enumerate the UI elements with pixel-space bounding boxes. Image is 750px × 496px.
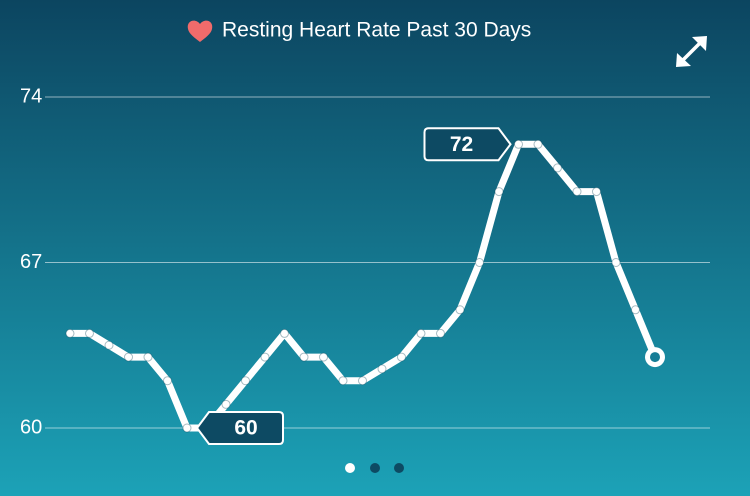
data-point xyxy=(182,423,192,433)
data-point xyxy=(611,258,621,267)
data-point xyxy=(631,305,640,315)
data-point xyxy=(319,352,328,362)
data-point xyxy=(416,328,426,338)
page-dot[interactable] xyxy=(394,463,404,473)
data-point xyxy=(494,187,504,197)
data-point xyxy=(65,328,75,338)
data-point xyxy=(260,352,270,362)
data-point xyxy=(592,187,601,197)
data-point xyxy=(358,376,367,386)
data-point xyxy=(475,258,484,267)
min-label: 60 xyxy=(234,417,257,440)
data-point xyxy=(85,328,94,338)
data-point xyxy=(104,340,114,350)
page-dot[interactable] xyxy=(370,463,380,473)
data-point xyxy=(436,328,445,338)
data-point xyxy=(455,305,465,315)
data-point xyxy=(338,376,348,386)
y-tick-label: 67 xyxy=(20,251,42,273)
data-point xyxy=(124,352,133,362)
max-callout xyxy=(423,127,512,162)
data-point xyxy=(572,187,582,197)
data-point xyxy=(514,139,523,149)
min-callout xyxy=(195,411,284,445)
data-point xyxy=(163,376,172,386)
y-tick-label: 74 xyxy=(20,85,42,107)
last-point-hole xyxy=(650,352,660,363)
data-point xyxy=(143,352,153,362)
page-dot-active[interactable] xyxy=(345,463,355,473)
expand-button[interactable] xyxy=(676,36,707,67)
chart-title: Resting Heart Rate Past 30 Days xyxy=(222,19,531,42)
data-point xyxy=(241,376,250,386)
data-point xyxy=(533,139,543,149)
data-point xyxy=(553,163,562,173)
y-tick-label: 60 xyxy=(20,416,42,438)
heart-icon xyxy=(187,20,213,42)
data-point xyxy=(221,399,231,409)
data-point xyxy=(280,328,289,338)
data-point xyxy=(299,352,309,362)
max-label: 72 xyxy=(450,133,473,156)
data-point xyxy=(377,364,387,374)
data-point xyxy=(397,352,406,362)
